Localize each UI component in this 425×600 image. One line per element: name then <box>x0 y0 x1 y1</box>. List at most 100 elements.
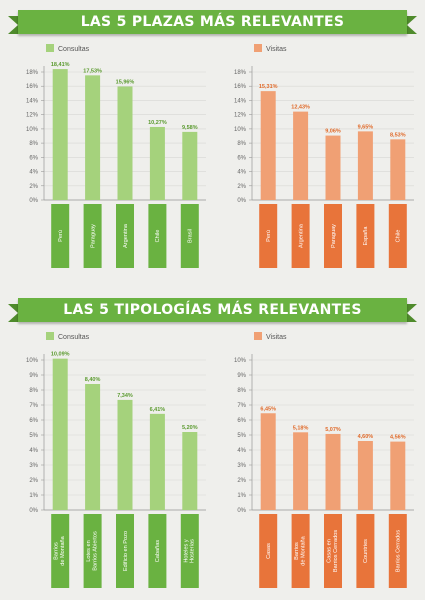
data-label: 5,07% <box>325 427 341 433</box>
y-tick-label: 10% <box>234 127 247 133</box>
bar <box>149 126 165 200</box>
category-label: Brasil <box>188 229 194 243</box>
data-label: 9,65% <box>358 124 374 130</box>
banner-ribbon-left <box>8 16 18 34</box>
y-tick-label: 9% <box>29 373 38 379</box>
banner-ribbon-right <box>407 304 417 322</box>
y-tick-label: 8% <box>237 141 246 147</box>
y-tick-label: 8% <box>237 388 246 394</box>
bar <box>260 413 276 510</box>
data-label: 5,20% <box>182 425 198 431</box>
bar <box>293 432 309 510</box>
y-tick-label: 3% <box>237 463 246 469</box>
banner-ribbon-left <box>8 304 18 322</box>
section-title: LAS 5 TIPOLOGÍAS MÁS RELEVANTES <box>63 302 362 318</box>
data-label: 17,53% <box>83 68 102 74</box>
category-label: de Montaña <box>60 535 66 565</box>
y-tick-label: 2% <box>29 184 38 190</box>
bar <box>325 433 341 510</box>
y-tick-label: 8% <box>29 141 38 147</box>
y-tick-label: 5% <box>237 433 246 439</box>
category-label-box <box>356 204 375 268</box>
data-label: 4,60% <box>358 434 374 440</box>
y-tick-label: 3% <box>29 463 38 469</box>
category-label: Paraguay <box>90 224 96 248</box>
y-tick-label: 12% <box>26 113 39 119</box>
data-label: 4,56% <box>390 435 406 441</box>
bar <box>117 399 133 510</box>
category-label: Barrios <box>294 542 300 560</box>
y-tick-label: 10% <box>234 358 247 364</box>
y-tick-label: 16% <box>26 84 39 90</box>
category-label-box <box>291 204 310 268</box>
category-label-box <box>116 514 134 588</box>
bar <box>85 75 101 200</box>
bar <box>390 441 406 510</box>
y-tick-label: 7% <box>237 403 246 409</box>
category-label: Casas <box>266 543 272 559</box>
bar <box>357 441 373 510</box>
y-tick-label: 2% <box>29 478 38 484</box>
bar <box>182 131 198 200</box>
legend-label: Consultas <box>58 334 90 341</box>
y-tick-label: 10% <box>26 358 39 364</box>
y-tick-label: 8% <box>29 388 38 394</box>
y-tick-label: 4% <box>29 170 38 176</box>
category-label: de Montaña <box>300 535 306 565</box>
category-label: Paraguay <box>331 224 337 248</box>
y-tick-label: 2% <box>237 478 246 484</box>
category-label-box <box>116 204 134 268</box>
category-label-box <box>259 514 278 588</box>
data-label: 18,41% <box>51 62 70 68</box>
category-label-box <box>324 204 342 268</box>
data-label: 8,40% <box>85 377 101 383</box>
category-label: Perú <box>58 230 64 242</box>
category-label: Barrios Cerrados <box>396 530 402 572</box>
category-label-box <box>180 204 199 268</box>
bar <box>182 432 198 510</box>
category-label: Barrios Abiertos <box>92 531 98 571</box>
data-label: 15,31% <box>259 84 278 90</box>
data-label: 15,96% <box>116 80 135 86</box>
category-label-box <box>180 514 199 588</box>
y-tick-label: 14% <box>26 98 39 104</box>
category-label: Casas en <box>327 539 333 563</box>
banner-ribbon-right <box>407 16 417 34</box>
category-label: Lotes en <box>86 540 92 561</box>
category-label: Edificio en Pozo <box>123 531 129 571</box>
category-label-box <box>259 204 278 268</box>
category-label: Perú <box>266 230 272 242</box>
bar <box>117 86 133 200</box>
legend-label: Visitas <box>266 46 287 53</box>
bar <box>52 69 68 200</box>
y-tick-label: 1% <box>29 493 38 499</box>
category-label-box <box>324 514 342 588</box>
data-label: 5,18% <box>293 425 309 431</box>
category-label-box <box>51 514 70 588</box>
banner-bar <box>18 10 407 34</box>
data-label: 9,06% <box>325 129 341 135</box>
category-label: Hosterías <box>190 539 196 563</box>
bar <box>357 131 373 200</box>
y-tick-label: 1% <box>237 493 246 499</box>
legend-swatch <box>254 332 262 340</box>
bar <box>85 384 101 510</box>
bar <box>149 413 165 510</box>
y-tick-label: 6% <box>29 418 38 424</box>
section-banner: LAS 5 PLAZAS MÁS RELEVANTES <box>8 10 417 36</box>
data-label: 10,27% <box>148 120 167 126</box>
chart-visitas-tipologias: Visitas 0% 1% 2% 3% 4% 5% 6% 7% 8% 9% 10% 6,45% Casas… <box>234 332 414 588</box>
y-tick-label: 5% <box>29 433 38 439</box>
category-label: Chile <box>155 230 161 243</box>
data-label: 9,58% <box>182 125 198 131</box>
category-label: España <box>363 226 369 246</box>
y-tick-label: 6% <box>29 155 38 161</box>
bar <box>260 91 276 200</box>
section-title: LAS 5 PLAZAS MÁS RELEVANTES <box>80 14 345 30</box>
bar <box>52 358 68 510</box>
y-tick-label: 10% <box>26 127 39 133</box>
y-tick-label: 9% <box>237 373 246 379</box>
chart-consultas-tipologias: Consultas 0% 1% 2% 3% 4% 5% 6% 7% 8% 9% 10% 10,09% Ba… <box>26 332 206 588</box>
y-tick-label: 0% <box>29 198 38 204</box>
y-tick-label: 16% <box>234 84 247 90</box>
